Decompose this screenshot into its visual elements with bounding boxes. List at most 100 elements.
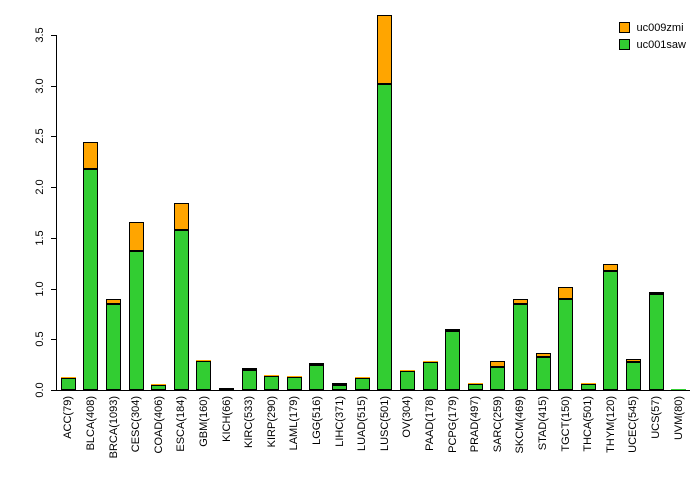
x-tick-label: LAML(179) [288,396,301,451]
bar-segment-uc009zmi [535,353,551,357]
y-tick [51,339,57,341]
legend-label: uc001saw [636,38,686,51]
bar-segment-uc009zmi [625,358,641,362]
bar-segment-uc009zmi [332,382,348,385]
bar-segment-uc001saw [580,383,596,390]
bar-segment-uc001saw [648,293,664,390]
bar-segment-uc009zmi [106,298,122,304]
legend-item: uc001saw [619,37,686,52]
y-tick-label: 2.0 [34,179,46,195]
bar-segment-uc001saw [445,331,461,390]
x-tick-label: THCA(501) [582,396,595,452]
x-tick-label: ESCA(184) [175,396,188,452]
bar-segment-uc009zmi [603,264,619,272]
x-tick-label: LUSC(501) [378,396,391,452]
x-tick-label: LUAD(515) [356,396,369,452]
x-tick-label: KIRC(533) [243,396,256,448]
legend-swatch-uc001saw [619,39,631,50]
bar-segment-uc001saw [625,361,641,390]
bar-segment-uc001saw [535,356,551,390]
x-tick-label: ACC(79) [62,396,75,439]
legend-item: uc009zmi [619,20,686,35]
bar-segment-uc001saw [332,384,348,390]
bar-segment-uc001saw [60,377,76,390]
y-tick [51,35,57,36]
bar-segment-uc009zmi [309,362,325,365]
bar-segment-uc009zmi [422,360,438,362]
bar-segment-uc009zmi [286,375,302,377]
x-tick-label: OV(304) [401,396,414,438]
bar-segment-uc001saw [309,364,325,390]
bar-segment-uc001saw [173,229,189,390]
bar-segment-uc001saw [241,369,257,390]
y-tick-label: 1.0 [34,280,46,297]
bar-segment-uc001saw [490,366,506,390]
bar-segment-uc009zmi [399,369,415,371]
x-axis [56,390,690,391]
bar-segment-uc001saw [354,377,370,390]
bar-segment-uc001saw [422,361,438,390]
y-tick [51,187,57,189]
y-tick [51,237,57,239]
bar-segment-uc009zmi [241,367,257,370]
bar-segment-uc001saw [671,388,687,390]
bar-segment-uc009zmi [83,141,99,169]
y-tick-label: 3.5 [34,27,46,43]
bar-segment-uc001saw [512,303,528,390]
x-tick-label: BLCA(408) [84,396,97,451]
x-tick-label: LIHC(371) [333,396,346,447]
bar-segment-uc001saw [603,271,619,390]
bar-segment-uc009zmi [264,374,280,376]
bar-segment-uc009zmi [512,298,528,304]
bar-segment-uc009zmi [196,359,212,361]
bar-segment-uc009zmi [490,360,506,367]
x-tick-label: PCPG(179) [446,396,459,453]
y-tick-label: 3.0 [34,78,46,94]
bar-segment-uc001saw [83,168,99,390]
bar-segment-uc009zmi [60,376,76,378]
legend-label: uc009zmi [636,21,684,34]
bar-segment-uc001saw [151,384,167,390]
x-tick-label: SKCM(469) [514,396,527,454]
bar-segment-uc001saw [558,298,574,390]
x-tick-label: SARC(259) [491,396,504,453]
bar-segment-uc009zmi [173,203,189,230]
bar-segment-uc001saw [106,303,122,390]
x-tick-label: CESC(304) [130,396,143,453]
x-tick-label: KIRP(290) [265,396,278,448]
bar-segment-uc009zmi [648,291,664,294]
bar-segment-uc001saw [196,360,212,390]
bar-segment-uc001saw [377,83,393,390]
y-tick [51,136,57,138]
bar-segment-uc009zmi [128,221,144,252]
x-tick-label: BRCA(1093) [107,396,120,459]
y-axis [56,35,57,391]
x-tick-label: TGCT(150) [559,396,572,452]
x-tick-label: UVM(80) [672,396,685,441]
y-tick [51,288,57,290]
x-tick-label: LGG(516) [310,396,323,445]
y-tick [51,390,57,391]
x-tick-label: COAD(406) [152,396,165,454]
x-tick-label: PRAD(497) [469,396,482,453]
y-tick-label: 1.5 [34,230,46,246]
x-tick-label: KICH(66) [220,396,233,442]
bar-segment-uc009zmi [558,286,574,299]
x-tick-label: STAD(415) [537,396,550,451]
x-tick-label: UCEC(545) [627,396,640,453]
bar-segment-uc009zmi [580,382,596,384]
y-tick-label: 0.5 [34,331,46,347]
x-tick-label: PAAD(178) [424,396,437,451]
bar-segment-uc009zmi [354,376,370,378]
bar-segment-uc009zmi [377,14,393,84]
legend-swatch-uc009zmi [619,22,631,33]
x-tick-label: UCS(57) [650,396,663,439]
legend: uc009zmi uc001saw [619,20,686,52]
x-tick-label: GBM(160) [197,396,210,447]
y-tick-label: 0.0 [34,382,46,398]
bar-segment-uc001saw [264,375,280,390]
bar-segment-uc009zmi [445,329,461,332]
bar-segment-uc001saw [128,251,144,390]
